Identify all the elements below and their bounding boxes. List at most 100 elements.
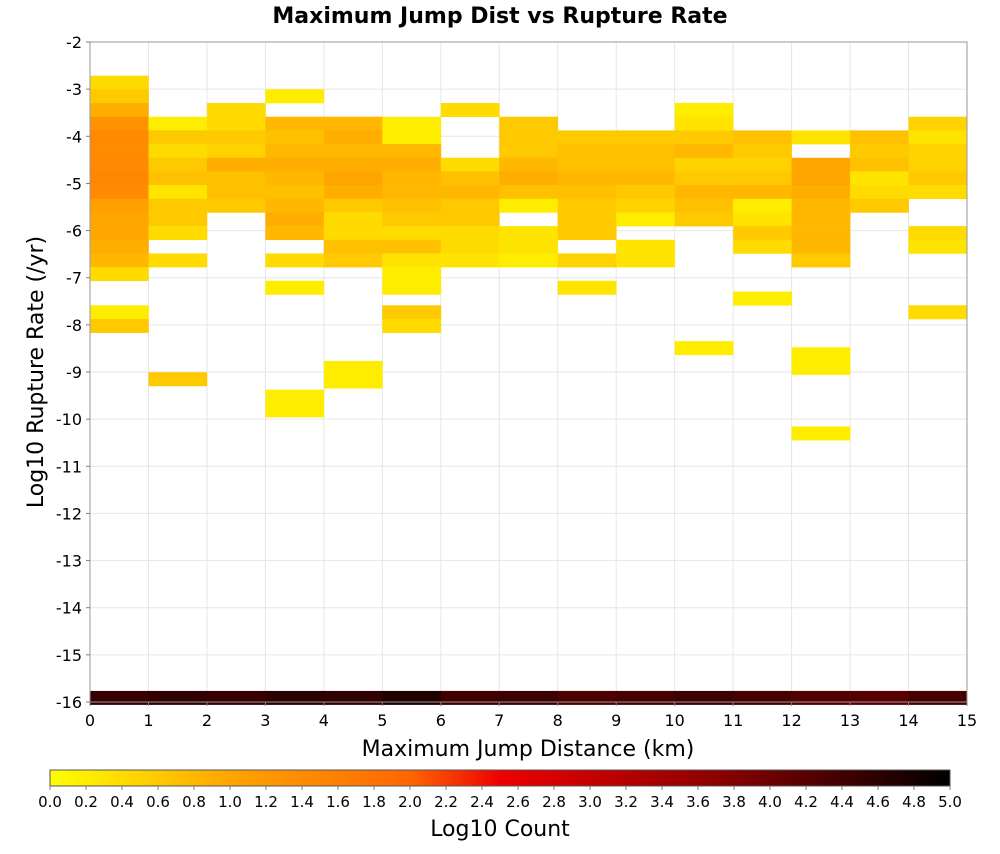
heatmap-cell bbox=[557, 144, 617, 159]
heatmap-cell bbox=[323, 171, 383, 186]
heatmap-cell bbox=[499, 226, 559, 241]
heatmap-cell bbox=[90, 305, 149, 320]
heatmap-cell bbox=[674, 157, 734, 172]
colorbar-tick-label: 4.2 bbox=[794, 793, 818, 811]
heatmap-cell bbox=[148, 690, 208, 705]
colorbar-tick-label: 1.0 bbox=[218, 793, 242, 811]
heatmap-cell bbox=[557, 212, 617, 227]
colorbar-tick-label: 2.8 bbox=[542, 793, 566, 811]
x-tick-label: 9 bbox=[611, 711, 621, 730]
heatmap-cell bbox=[382, 130, 442, 145]
heatmap-cell bbox=[382, 253, 442, 268]
colorbar-tick-label: 3.2 bbox=[614, 793, 638, 811]
heatmap-cell bbox=[265, 130, 325, 145]
heatmap-cell bbox=[265, 403, 325, 418]
x-tick-label: 4 bbox=[319, 711, 329, 730]
heatmap-cell bbox=[323, 360, 383, 375]
heatmap-cell bbox=[791, 130, 851, 145]
y-tick-label: -15 bbox=[56, 646, 82, 665]
heatmap-cell bbox=[206, 690, 266, 705]
heatmap-cell bbox=[382, 144, 442, 159]
x-tick-label: 7 bbox=[494, 711, 504, 730]
heatmap-cell bbox=[90, 144, 149, 159]
heatmap-cell bbox=[382, 239, 442, 254]
heatmap-cell bbox=[616, 185, 675, 200]
heatmap-cell bbox=[557, 130, 617, 145]
heatmap-cell bbox=[265, 226, 325, 241]
heatmap-cell bbox=[908, 226, 968, 241]
heatmap-cell bbox=[440, 185, 500, 200]
heatmap-cell bbox=[499, 239, 559, 254]
x-tick-label: 12 bbox=[781, 711, 801, 730]
heatmap-cell bbox=[440, 157, 500, 172]
y-axis-label: Log10 Rupture Rate (/yr) bbox=[24, 236, 49, 508]
heatmap-cell bbox=[674, 171, 734, 186]
heatmap-cell bbox=[908, 185, 968, 200]
heatmap-cell bbox=[90, 690, 149, 705]
heatmap-cell bbox=[557, 280, 617, 295]
heatmap-cell bbox=[440, 198, 500, 213]
heatmap-cell bbox=[382, 318, 442, 333]
heatmap-cell bbox=[908, 144, 968, 159]
colorbar-tick-label: 1.2 bbox=[254, 793, 278, 811]
heatmap-cell bbox=[733, 690, 792, 705]
colorbar-tick-label: 5.0 bbox=[938, 793, 962, 811]
y-tick-label: -14 bbox=[56, 599, 82, 618]
heatmap-cell bbox=[850, 171, 909, 186]
y-tick-label: -7 bbox=[66, 269, 82, 288]
heatmap-cell bbox=[557, 690, 617, 705]
heatmap-cell bbox=[850, 198, 909, 213]
heatmap-cell bbox=[206, 185, 266, 200]
heatmap-cell bbox=[557, 226, 617, 241]
heatmap-cell bbox=[733, 291, 792, 306]
heatmap-cell bbox=[206, 144, 266, 159]
y-tick-label: -13 bbox=[56, 552, 82, 571]
heatmap-cell bbox=[382, 226, 442, 241]
colorbar-tick-label: 2.4 bbox=[470, 793, 494, 811]
heatmap-cell bbox=[850, 185, 909, 200]
heatmap-cell bbox=[148, 144, 208, 159]
heatmap-cell bbox=[323, 212, 383, 227]
heatmap-cell bbox=[265, 253, 325, 268]
heatmap-cell bbox=[148, 253, 208, 268]
heatmap-cell bbox=[674, 144, 734, 159]
heatmap-cell bbox=[265, 89, 325, 104]
heatmap-cell bbox=[148, 130, 208, 145]
heatmap-cell bbox=[850, 144, 909, 159]
heatmap-cell bbox=[499, 690, 559, 705]
heatmap-cell bbox=[382, 185, 442, 200]
heatmap-cell bbox=[616, 171, 675, 186]
colorbar-label: Log10 Count bbox=[430, 817, 570, 842]
heatmap-cell bbox=[265, 171, 325, 186]
heatmap-cell bbox=[674, 690, 734, 705]
heatmap-cell bbox=[908, 171, 968, 186]
x-tick-label: 1 bbox=[143, 711, 153, 730]
heatmap-cell bbox=[90, 75, 149, 90]
y-tick-label: -9 bbox=[66, 363, 82, 382]
heatmap-cell bbox=[733, 130, 792, 145]
heatmap-cell bbox=[557, 185, 617, 200]
colorbar-tick-label: 4.0 bbox=[758, 793, 782, 811]
heatmap-cell bbox=[674, 198, 734, 213]
heatmap-cell bbox=[733, 239, 792, 254]
heatmap-cell bbox=[90, 239, 149, 254]
heatmap-cell bbox=[265, 157, 325, 172]
heatmap-cell bbox=[265, 198, 325, 213]
heatmap-cell bbox=[265, 116, 325, 131]
heatmap-cell bbox=[674, 116, 734, 131]
heatmap-cell bbox=[791, 171, 851, 186]
heatmap-cell bbox=[382, 267, 442, 282]
colorbar bbox=[49, 769, 951, 787]
heatmap-cell bbox=[616, 130, 675, 145]
heatmap-cell bbox=[440, 239, 500, 254]
x-axis-label: Maximum Jump Distance (km) bbox=[362, 737, 695, 762]
colorbar-tick-label: 4.4 bbox=[830, 793, 854, 811]
heatmap-cell bbox=[382, 212, 442, 227]
y-tick-label: -12 bbox=[56, 504, 82, 523]
heatmap-cell bbox=[265, 690, 325, 705]
heatmap-cell bbox=[616, 212, 675, 227]
x-tick-label: 0 bbox=[85, 711, 95, 730]
heatmap-cell bbox=[733, 198, 792, 213]
